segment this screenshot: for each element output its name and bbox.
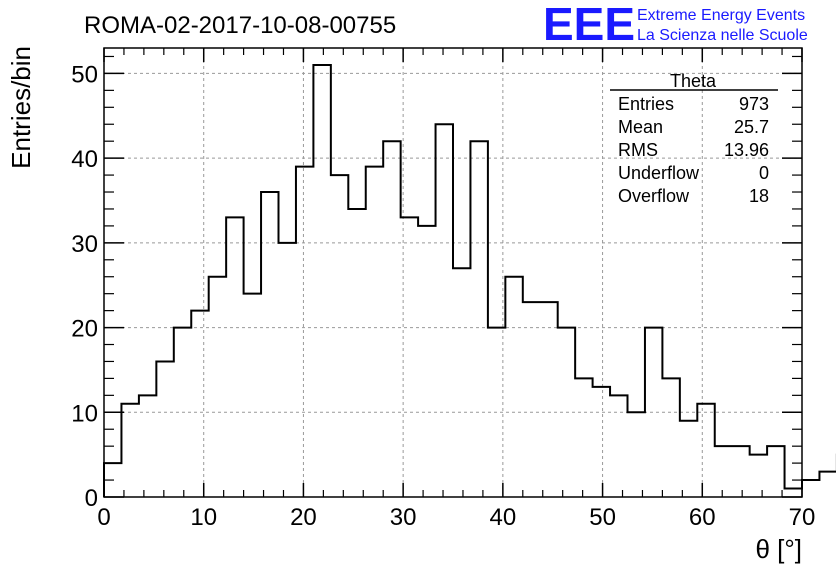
y-axis-label: Entries/bin	[6, 46, 36, 169]
stats-label: Underflow	[618, 163, 700, 183]
y-tick-label: 40	[71, 146, 98, 173]
y-tick-label: 50	[71, 61, 98, 88]
y-tick-label: 20	[71, 316, 98, 343]
stats-label: Overflow	[618, 186, 690, 206]
stats-value: 973	[739, 94, 769, 114]
stats-value: 13.96	[724, 140, 769, 160]
stats-label: Entries	[618, 94, 674, 114]
stats-box: Theta Entries 973 Mean 25.7 RMS 13.96 Underflo…	[610, 71, 778, 206]
histogram-line	[103, 63, 836, 497]
stats-title: Theta	[670, 71, 717, 91]
x-tick-label: 30	[390, 504, 417, 531]
axis-ticks	[103, 48, 803, 498]
y-tick-label: 10	[71, 400, 98, 427]
logo-line1: Extreme Energy Events	[637, 7, 805, 24]
eee-logo: EEE Extreme Energy Events La Scienza nel…	[543, 0, 808, 50]
stats-value: 18	[749, 186, 769, 206]
y-tick-label: 0	[85, 485, 98, 512]
stats-value: 0	[759, 163, 769, 183]
stats-value: 25.7	[734, 117, 769, 137]
chart-title: ROMA-02-2017-10-08-00755	[84, 12, 396, 39]
tick-labels: 0 10 20 30 40 50 60 70 0 10 20 30 40 50	[71, 61, 815, 531]
stats-label: Mean	[618, 117, 663, 137]
stats-label: RMS	[618, 140, 658, 160]
x-axis-label: θ [°]	[755, 534, 802, 564]
grid	[104, 48, 802, 497]
y-tick-label: 30	[71, 231, 98, 258]
x-tick-label: 20	[290, 504, 317, 531]
logo-line2: La Scienza nelle Scuole	[637, 27, 808, 44]
x-tick-label: 60	[689, 504, 716, 531]
x-tick-label: 0	[97, 504, 110, 531]
x-tick-label: 50	[589, 504, 616, 531]
x-tick-label: 70	[789, 504, 816, 531]
plot-frame	[103, 47, 803, 498]
x-tick-label: 10	[190, 504, 217, 531]
logo-mark: EEE	[543, 0, 635, 50]
x-tick-label: 40	[490, 504, 517, 531]
